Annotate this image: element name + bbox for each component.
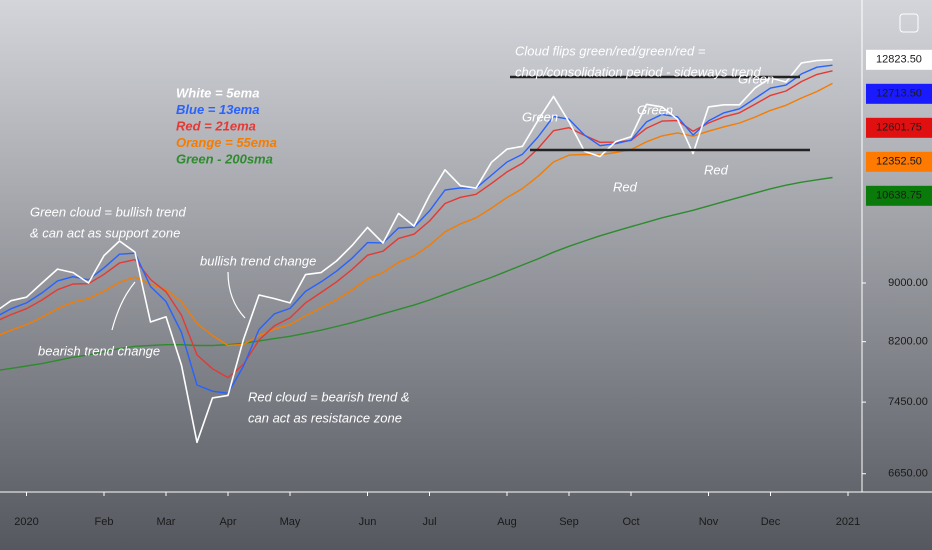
y-tick-label: 8200.00 bbox=[888, 336, 928, 348]
legend-entry: Red = 21ema bbox=[176, 118, 256, 133]
price-tag-label: 12823.50 bbox=[876, 54, 922, 66]
price-tag bbox=[866, 185, 932, 206]
annotation: chop/consolidation period - sideways tre… bbox=[515, 64, 761, 79]
y-tick-label: 6650.00 bbox=[888, 468, 928, 480]
price-tag bbox=[866, 83, 932, 104]
annotation: Green bbox=[522, 109, 558, 124]
series-line bbox=[0, 59, 833, 444]
annotation: bullish trend change bbox=[200, 253, 316, 268]
price-tag bbox=[866, 117, 932, 138]
arrow bbox=[227, 271, 246, 319]
annotation: Cloud flips green/red/green/red = bbox=[515, 43, 706, 58]
x-tick-label: Jul bbox=[422, 516, 436, 528]
y-tick-label: 9000.00 bbox=[888, 277, 928, 289]
legend-entry: Orange = 55ema bbox=[176, 135, 277, 150]
x-tick-label: 2021 bbox=[836, 516, 860, 528]
x-tick-label: 2020 bbox=[14, 516, 38, 528]
annotation: Green bbox=[637, 102, 673, 117]
annotation: Red cloud = bearish trend & bbox=[248, 389, 410, 404]
x-tick-label: Sep bbox=[559, 516, 579, 528]
price-tag bbox=[866, 151, 932, 172]
price-tag-label: 12713.50 bbox=[876, 88, 922, 100]
x-tick-label: Jun bbox=[359, 516, 377, 528]
annotation: Red bbox=[613, 179, 638, 194]
price-tag bbox=[866, 49, 932, 70]
arrow bbox=[111, 281, 136, 331]
plot-area bbox=[0, 59, 833, 444]
series-line bbox=[0, 64, 833, 394]
annotation: Green cloud = bullish trend bbox=[30, 204, 187, 219]
annotation: Green bbox=[738, 71, 774, 86]
overlay: Green cloud = bullish trend & can act as … bbox=[30, 13, 919, 425]
price-tag-label: 10638.75 bbox=[876, 190, 922, 202]
annotation: bearish trend change bbox=[38, 343, 160, 358]
x-tick-label: Nov bbox=[699, 516, 719, 528]
settings-button[interactable] bbox=[899, 13, 919, 33]
annotation: Red bbox=[704, 162, 729, 177]
x-tick-label: Feb bbox=[95, 516, 114, 528]
series-line bbox=[0, 70, 833, 379]
annotation: & can act as support zone bbox=[30, 225, 180, 240]
x-tick-label: Apr bbox=[219, 516, 236, 528]
legend-entry: White = 5ema bbox=[176, 85, 259, 100]
price-tag-label: 12601.75 bbox=[876, 122, 922, 134]
series-line bbox=[0, 82, 833, 347]
legend-entry: Green - 200sma bbox=[176, 151, 273, 166]
x-tick-label: Mar bbox=[157, 516, 176, 528]
x-tick-label: Aug bbox=[497, 516, 517, 528]
y-tick-label: 7450.00 bbox=[888, 396, 928, 408]
annotation: can act as resistance zone bbox=[248, 410, 402, 425]
legend-entry: Blue = 13ema bbox=[176, 102, 259, 117]
x-tick-label: Oct bbox=[622, 516, 639, 528]
series-line bbox=[0, 176, 833, 371]
x-tick-label: May bbox=[280, 516, 301, 528]
price-tag-label: 12352.50 bbox=[876, 156, 922, 168]
x-tick-label: Dec bbox=[761, 516, 781, 528]
